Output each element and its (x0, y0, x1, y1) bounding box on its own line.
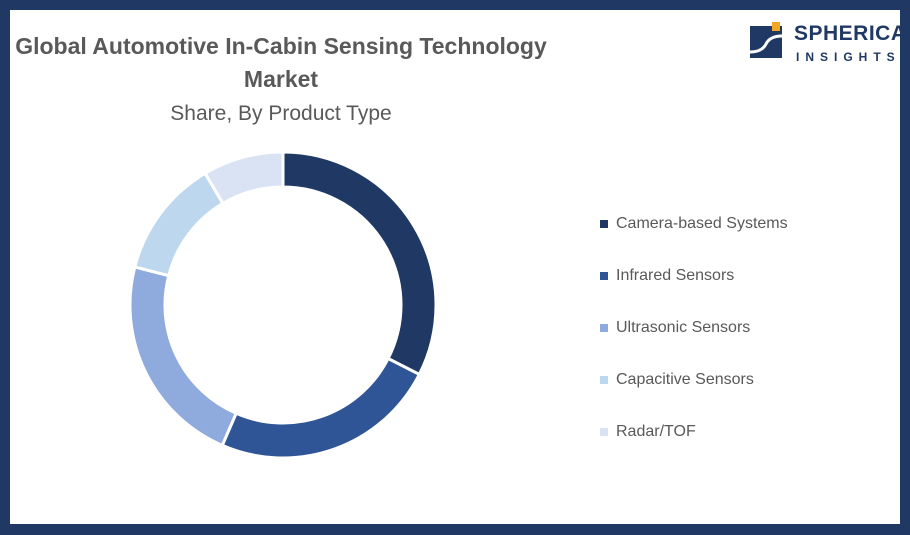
legend-swatch (600, 324, 608, 332)
chart-subtitle: Share, By Product Type (170, 102, 392, 125)
logo-text-2: INSIGHTS (796, 50, 901, 64)
legend-item: Capacitive Sensors (600, 354, 788, 406)
donut-slice-ultrasonic-sensors (128, 265, 239, 448)
legend-item: Radar/TOF (600, 406, 788, 458)
legend-label: Radar/TOF (616, 423, 696, 440)
legend-swatch (600, 220, 608, 228)
chart-title: Global Automotive In-Cabin Sensing Techn… (10, 30, 552, 96)
donut-slice-capacitive-sensors (132, 171, 225, 278)
spherical-insights-logo: SPHERICAL INSIGHTS (749, 22, 910, 72)
legend: Camera-based Systems Infrared Sensors Ultr… (600, 198, 788, 458)
legend-label: Capacitive Sensors (616, 371, 754, 388)
legend-item: Camera-based Systems (600, 198, 788, 250)
legend-swatch (600, 376, 608, 384)
legend-item: Infrared Sensors (600, 250, 788, 302)
donut-slice-infrared-sensors (220, 356, 422, 460)
legend-label: Camera-based Systems (616, 215, 788, 232)
legend-label: Infrared Sensors (616, 267, 735, 284)
logo-text-1: SPHERICAL (794, 22, 910, 45)
legend-swatch (600, 428, 608, 436)
logo-icon (749, 22, 783, 58)
donut-slice-radar-tof (203, 150, 285, 206)
legend-label: Ultrasonic Sensors (616, 319, 751, 336)
legend-swatch (600, 272, 608, 280)
title-text: Global Automotive In-Cabin Sensing Techn… (15, 33, 547, 92)
donut-slice-camera-based-systems (281, 150, 438, 377)
legend-item: Ultrasonic Sensors (600, 302, 788, 354)
